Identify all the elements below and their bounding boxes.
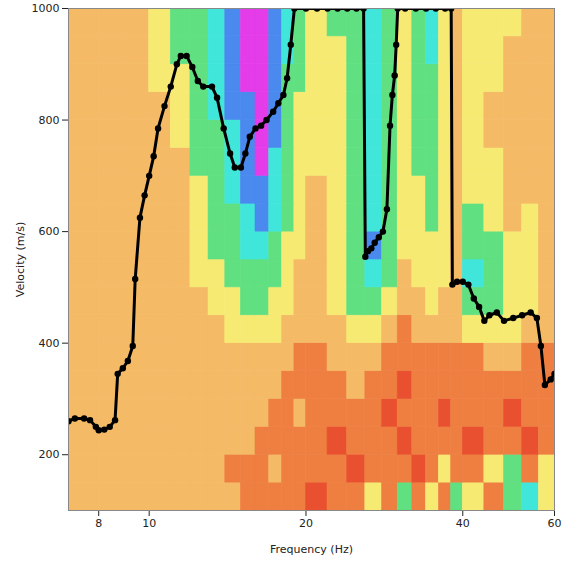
svg-text:10: 10 xyxy=(142,517,156,530)
svg-text:1000: 1000 xyxy=(32,2,60,15)
svg-text:60: 60 xyxy=(548,517,562,530)
svg-text:20: 20 xyxy=(299,517,313,530)
svg-text:200: 200 xyxy=(39,448,60,461)
svg-text:600: 600 xyxy=(39,225,60,238)
svg-text:Frequency (Hz): Frequency (Hz) xyxy=(270,543,353,556)
svg-text:400: 400 xyxy=(39,337,60,350)
svg-text:Velocity (m/s): Velocity (m/s) xyxy=(14,222,27,297)
svg-text:800: 800 xyxy=(39,114,60,127)
svg-text:8: 8 xyxy=(95,517,102,530)
svg-text:40: 40 xyxy=(456,517,470,530)
